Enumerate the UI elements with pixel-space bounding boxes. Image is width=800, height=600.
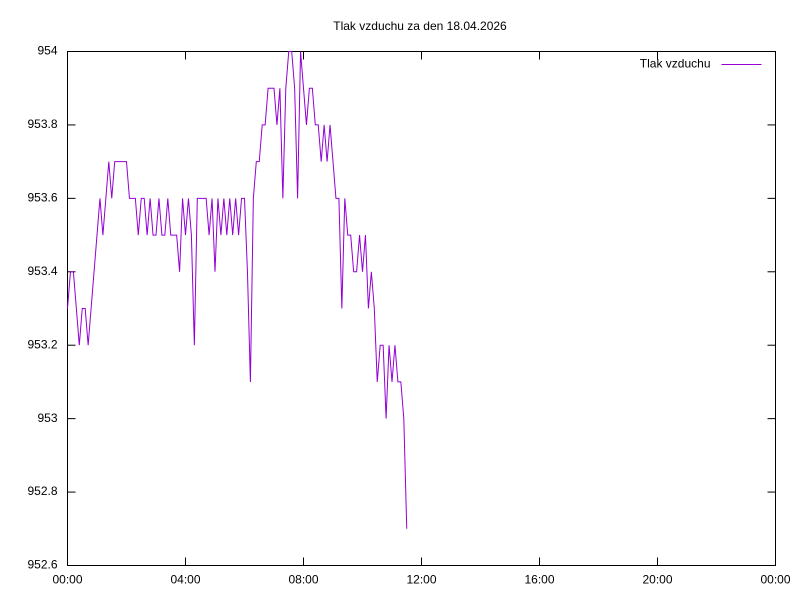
y-tick-label: 953.6 [27, 191, 57, 205]
y-tick-label: 952.6 [27, 558, 57, 572]
y-tick-label: 954 [37, 44, 57, 58]
y-tick-label: 953.4 [27, 264, 57, 278]
y-tick-label: 953.8 [27, 117, 57, 131]
chart-title: Tlak vzduchu za den 18.04.2026 [333, 19, 507, 33]
x-tick-label: 00:00 [760, 573, 790, 587]
legend-label: Tlak vzduchu [640, 57, 711, 71]
x-tick-label: 20:00 [642, 573, 672, 587]
x-tick-label: 12:00 [406, 573, 436, 587]
x-tick-label: 00:00 [52, 573, 82, 587]
x-tick-label: 16:00 [524, 573, 554, 587]
y-tick-label: 953.2 [27, 337, 57, 351]
x-tick-label: 08:00 [288, 573, 318, 587]
y-tick-label: 953 [37, 411, 57, 425]
x-tick-label: 04:00 [170, 573, 200, 587]
y-tick-label: 952.8 [27, 484, 57, 498]
data-line [67, 51, 408, 529]
